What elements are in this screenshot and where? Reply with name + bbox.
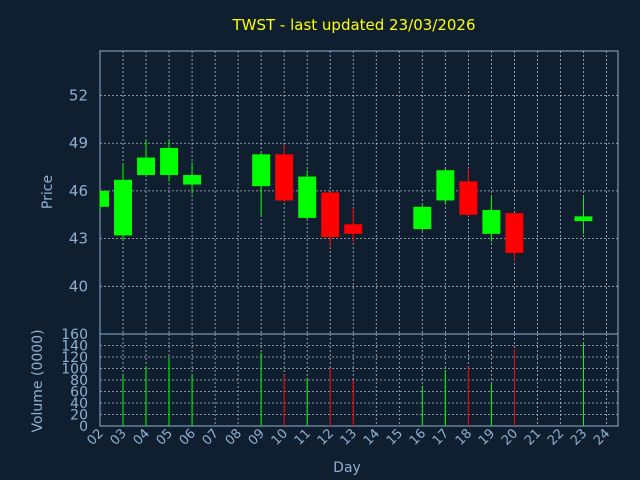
volume-tick-label: 60 <box>70 385 88 401</box>
price-tick-label: 40 <box>69 277 88 295</box>
volume-tick-label: 140 <box>61 339 88 355</box>
candle-body <box>344 224 363 234</box>
volume-tick-label: 20 <box>70 408 88 424</box>
day-tick-label: 19 <box>476 426 498 448</box>
volume-tick-label: 120 <box>61 350 88 366</box>
candle <box>99 190 109 210</box>
day-tick-label: 15 <box>384 426 406 448</box>
day-axis-label: Day <box>333 460 361 476</box>
day-tick-label: 23 <box>568 426 590 448</box>
volume-tick-label: 160 <box>61 327 88 343</box>
day-tick-label: 11 <box>292 426 314 448</box>
day-tick-label: 07 <box>200 426 222 448</box>
candle-body <box>413 206 432 230</box>
volume-tick-label: 0 <box>79 419 88 435</box>
candle <box>344 208 363 242</box>
volume-bars <box>122 342 584 426</box>
price-axis-label: Price <box>40 175 56 209</box>
candle-body <box>137 157 156 176</box>
candle <box>574 197 593 234</box>
candle <box>114 163 133 241</box>
candle-body <box>275 154 294 201</box>
price-panel-frame <box>99 50 619 335</box>
candle-body <box>505 213 524 253</box>
price-tick-label: 49 <box>69 134 88 152</box>
candle-body <box>114 179 133 236</box>
price-tick-label: 46 <box>69 182 88 200</box>
candle-body <box>482 209 501 234</box>
day-tick-label: 22 <box>545 426 567 448</box>
candle-body <box>298 176 317 218</box>
volume-axis-label: Volume (0000) <box>30 329 46 432</box>
day-axis: 02 03 04 05 06 07 08 09 10 11 12 13 14 15 16 17 18 19 20 21… <box>85 426 614 448</box>
candle <box>482 195 501 242</box>
candle <box>413 205 432 231</box>
day-tick-label: 21 <box>522 426 544 448</box>
candle <box>275 144 294 203</box>
candles <box>99 140 593 261</box>
volume-panel-frame <box>99 333 619 427</box>
candle-body <box>321 192 340 238</box>
candle <box>137 140 156 177</box>
price-tick-label: 52 <box>69 87 88 105</box>
day-tick-label: 16 <box>407 426 429 448</box>
day-tick-label: 12 <box>315 426 337 448</box>
price-grid <box>100 51 618 334</box>
day-tick-label: 20 <box>499 426 521 448</box>
candle-body <box>574 216 593 222</box>
candle <box>505 213 524 261</box>
candle <box>321 192 340 247</box>
candle-body <box>183 175 202 185</box>
day-tick-label: 09 <box>246 426 268 448</box>
volume-tick-label: 80 <box>70 373 88 389</box>
day-tick-label: 18 <box>453 426 475 448</box>
day-tick-label: 04 <box>131 426 153 448</box>
day-tick-label: 24 <box>591 426 613 448</box>
day-tick-label: 17 <box>430 426 452 448</box>
chart-title: TWST - last updated 23/03/2026 <box>231 16 475 34</box>
price-axis: 40 43 46 49 52 <box>69 87 88 296</box>
price-tick-label: 43 <box>69 230 88 248</box>
day-tick-label: 05 <box>154 426 176 448</box>
volume-grid <box>100 334 618 426</box>
day-tick-label: 08 <box>223 426 245 448</box>
candle <box>459 168 478 217</box>
volume-tick-label: 100 <box>61 362 88 378</box>
day-tick-label: 03 <box>108 426 130 448</box>
day-tick-label: 14 <box>361 426 383 448</box>
day-tick-label: 10 <box>269 426 291 448</box>
candle-body <box>160 147 179 176</box>
day-tick-label: 13 <box>338 426 360 448</box>
candle-body <box>436 170 455 201</box>
volume-tick-label: 40 <box>70 396 88 412</box>
candle <box>436 168 455 204</box>
candle-body <box>459 181 478 215</box>
candle-body <box>252 154 271 187</box>
day-tick-label: 06 <box>177 426 199 448</box>
candle <box>160 140 179 182</box>
candle-body <box>100 190 109 207</box>
candle <box>183 162 202 195</box>
candle <box>298 170 317 220</box>
candle <box>252 152 271 215</box>
